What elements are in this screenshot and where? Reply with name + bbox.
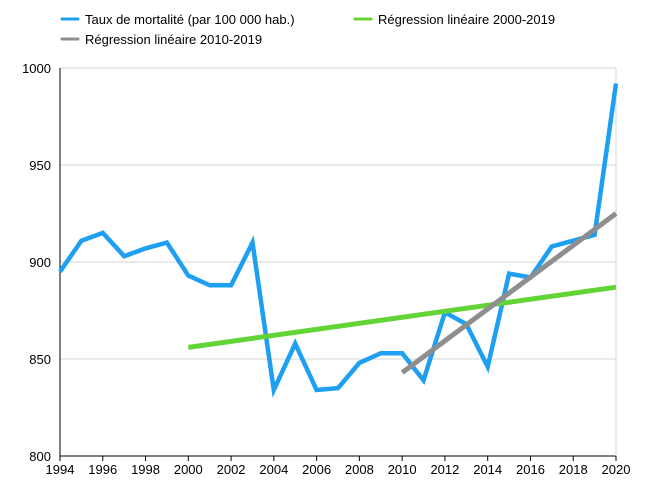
y-tick-label-950: 950 xyxy=(29,158,51,173)
series-lines xyxy=(58,83,619,398)
series-line-mortality xyxy=(58,83,619,398)
legend: Taux de mortalité (par 100 000 hab.) Rég… xyxy=(60,12,555,47)
x-tick-label-2000: 2000 xyxy=(174,462,203,477)
x-tick-label-2002: 2002 xyxy=(217,462,246,477)
tick-labels: 800 850 900 950 1000 1994 1996 1998 2000 2002 2004… xyxy=(22,61,630,477)
y-tick-label-800: 800 xyxy=(29,449,51,464)
y-tick-label-900: 900 xyxy=(29,255,51,270)
x-tick-label-2016: 2016 xyxy=(516,462,545,477)
legend-label-regression-2010-2019: Régression linéaire 2010-2019 xyxy=(85,32,262,47)
x-tick-label-1994: 1994 xyxy=(46,462,75,477)
legend-label-regression-2000-2019: Régression linéaire 2000-2019 xyxy=(378,12,555,27)
x-tick-label-2020: 2020 xyxy=(602,462,631,477)
x-tick-label-2008: 2008 xyxy=(345,462,374,477)
x-tick-label-1998: 1998 xyxy=(131,462,160,477)
legend-label-mortality: Taux de mortalité (par 100 000 hab.) xyxy=(85,12,295,27)
y-tick-label-850: 850 xyxy=(29,352,51,367)
y-tick-label-1000: 1000 xyxy=(22,61,51,76)
series-line-regression-2000-2019 xyxy=(187,284,617,350)
series-line-regression-2010-2019 xyxy=(400,211,618,375)
x-tick-label-2006: 2006 xyxy=(302,462,331,477)
axes xyxy=(59,68,617,461)
x-tick-label-2018: 2018 xyxy=(559,462,588,477)
x-tick-label-2014: 2014 xyxy=(473,462,502,477)
grid-lines xyxy=(60,67,616,360)
x-tick-label-2010: 2010 xyxy=(388,462,417,477)
x-tick-label-2012: 2012 xyxy=(430,462,459,477)
x-tick-label-1996: 1996 xyxy=(88,462,117,477)
x-tick-label-2004: 2004 xyxy=(259,462,288,477)
